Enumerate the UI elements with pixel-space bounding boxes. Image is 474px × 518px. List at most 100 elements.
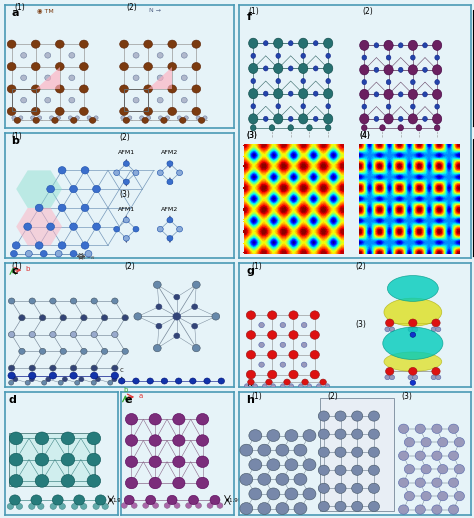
- Circle shape: [144, 40, 153, 48]
- Circle shape: [386, 55, 391, 60]
- Circle shape: [438, 465, 448, 474]
- Circle shape: [248, 379, 254, 385]
- Circle shape: [352, 465, 363, 476]
- Circle shape: [416, 125, 422, 131]
- Text: (3): (3): [119, 190, 130, 198]
- Circle shape: [124, 495, 134, 505]
- Circle shape: [140, 116, 144, 120]
- Circle shape: [61, 474, 75, 487]
- Circle shape: [267, 429, 280, 441]
- Circle shape: [149, 456, 161, 467]
- Circle shape: [7, 107, 16, 116]
- Circle shape: [173, 456, 185, 467]
- Circle shape: [167, 161, 173, 166]
- Bar: [320, 398, 394, 511]
- Text: c: c: [119, 367, 123, 373]
- Circle shape: [360, 114, 369, 124]
- Circle shape: [374, 92, 379, 97]
- Circle shape: [413, 327, 418, 332]
- Circle shape: [318, 447, 329, 457]
- Circle shape: [266, 379, 272, 385]
- Circle shape: [52, 495, 63, 505]
- Circle shape: [303, 429, 316, 441]
- Circle shape: [404, 438, 415, 447]
- Circle shape: [268, 330, 277, 339]
- Circle shape: [362, 104, 366, 109]
- Circle shape: [168, 40, 177, 48]
- Circle shape: [352, 501, 363, 511]
- Circle shape: [435, 55, 439, 60]
- Circle shape: [408, 327, 413, 332]
- Text: (2): (2): [124, 262, 135, 271]
- Ellipse shape: [383, 327, 443, 359]
- Circle shape: [31, 495, 42, 505]
- Circle shape: [335, 411, 346, 421]
- Circle shape: [374, 117, 379, 121]
- Circle shape: [432, 89, 442, 99]
- Circle shape: [90, 118, 96, 123]
- Circle shape: [70, 185, 77, 193]
- Circle shape: [80, 40, 88, 48]
- Circle shape: [325, 384, 329, 388]
- Circle shape: [174, 294, 180, 300]
- Circle shape: [94, 116, 98, 120]
- Circle shape: [9, 380, 14, 385]
- Text: b: b: [26, 266, 30, 272]
- Circle shape: [146, 116, 151, 120]
- Circle shape: [326, 104, 330, 109]
- Text: (3): (3): [355, 320, 366, 329]
- Circle shape: [432, 114, 442, 124]
- Circle shape: [246, 330, 255, 339]
- Circle shape: [68, 116, 73, 120]
- Circle shape: [302, 379, 308, 385]
- Circle shape: [408, 65, 418, 75]
- Circle shape: [149, 435, 161, 446]
- Circle shape: [161, 378, 168, 384]
- Circle shape: [7, 40, 16, 48]
- Circle shape: [301, 342, 307, 348]
- Circle shape: [186, 503, 191, 508]
- Circle shape: [37, 503, 44, 509]
- Circle shape: [37, 116, 42, 120]
- Circle shape: [79, 377, 84, 382]
- Text: (2): (2): [127, 3, 137, 12]
- Circle shape: [123, 236, 129, 241]
- Text: b: b: [12, 136, 19, 147]
- Circle shape: [301, 79, 306, 83]
- Circle shape: [313, 41, 318, 46]
- Circle shape: [173, 313, 181, 320]
- Circle shape: [269, 125, 275, 131]
- Circle shape: [153, 503, 159, 508]
- Circle shape: [174, 503, 180, 508]
- Circle shape: [301, 104, 306, 109]
- Circle shape: [157, 170, 163, 176]
- Circle shape: [70, 365, 77, 371]
- Circle shape: [385, 375, 390, 380]
- Circle shape: [267, 459, 280, 471]
- Circle shape: [421, 465, 431, 474]
- Circle shape: [362, 80, 366, 84]
- Circle shape: [149, 413, 161, 425]
- Circle shape: [423, 67, 428, 73]
- Circle shape: [289, 351, 298, 359]
- Circle shape: [264, 91, 268, 96]
- Circle shape: [49, 116, 54, 120]
- Circle shape: [398, 117, 403, 121]
- Circle shape: [264, 66, 268, 71]
- Circle shape: [335, 483, 346, 494]
- Circle shape: [276, 53, 281, 59]
- Circle shape: [81, 503, 87, 509]
- Circle shape: [268, 311, 277, 320]
- Text: h: h: [246, 395, 254, 405]
- Circle shape: [335, 429, 346, 439]
- Text: b: b: [123, 387, 128, 393]
- Circle shape: [240, 473, 253, 485]
- Text: AFM2: AFM2: [161, 207, 179, 212]
- Circle shape: [123, 217, 129, 223]
- Circle shape: [410, 332, 416, 337]
- Circle shape: [9, 495, 20, 505]
- Circle shape: [398, 92, 403, 97]
- Circle shape: [114, 170, 119, 176]
- Circle shape: [210, 495, 220, 505]
- Circle shape: [121, 116, 125, 120]
